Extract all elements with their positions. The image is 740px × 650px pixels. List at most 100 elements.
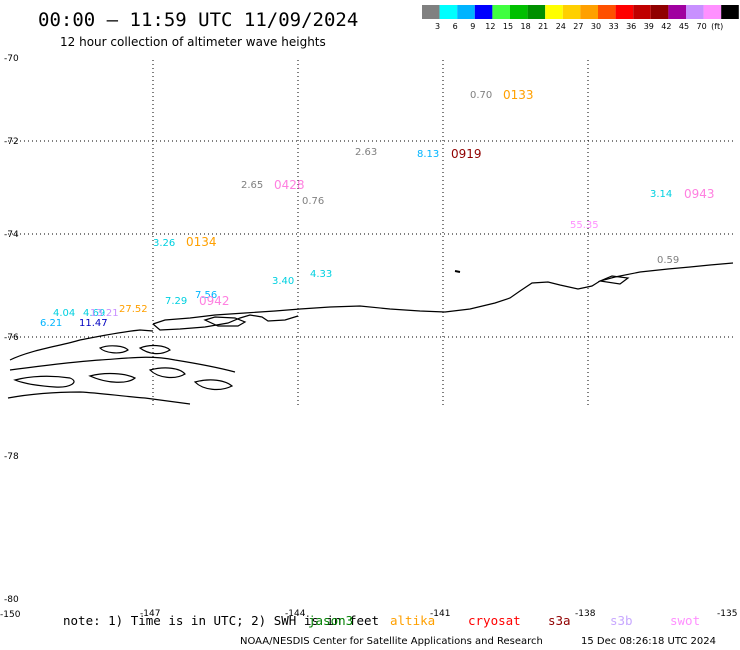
graticule — [8, 60, 733, 407]
island — [138, 344, 171, 355]
colorbar-swatch — [703, 5, 722, 19]
lon-label: -135 — [717, 609, 737, 619]
legend-cryosat: cryosat — [468, 613, 521, 628]
colorbar-tick-label: 12 — [485, 22, 495, 31]
lat-label: -72 — [4, 137, 19, 147]
pass-time: 0919 — [451, 147, 482, 161]
colorbar-tick-label: 70 — [697, 22, 707, 31]
shelf-inlet — [152, 314, 299, 331]
swh-value: 3.14 — [650, 189, 672, 200]
pass-time: 0943 — [684, 187, 715, 201]
lon-label: -141 — [430, 609, 450, 619]
pass-time: 0133 — [503, 88, 534, 102]
credit: NOAA/NESDIS Center for Satellite Applica… — [240, 636, 543, 647]
swh-value: 4.69 — [83, 308, 105, 319]
colorbar-swatch — [668, 5, 686, 19]
colorbar-swatch — [474, 5, 493, 19]
lat-label: -74 — [4, 230, 19, 240]
colorbar-tick-label: 45 — [679, 22, 689, 31]
lat-label: -78 — [4, 452, 19, 462]
legend-altika: altika — [390, 613, 435, 628]
colorbar-swatch — [422, 5, 440, 19]
latitude-labels: -70 -72 -74 -76 -78 -80 — [4, 54, 19, 605]
map-subtitle: 12 hour collection of altimeter wave hei… — [60, 35, 326, 49]
map-title: 00:00 – 11:59 UTC 11/09/2024 — [38, 9, 358, 31]
colorbar-tick-label: 9 — [470, 22, 475, 31]
colorbar-swatch — [615, 5, 634, 19]
colorbar-tick-label: 30 — [591, 22, 601, 31]
coast-west — [9, 329, 154, 361]
small-feature — [454, 270, 461, 273]
colorbar-swatch — [562, 5, 581, 19]
colorbar-swatch — [580, 5, 598, 19]
swh-value: 27.52 — [119, 304, 148, 315]
colorbar-tick-label: 24 — [556, 22, 566, 31]
lon-label: -147 — [140, 609, 160, 619]
colorbar-swatch — [650, 5, 669, 19]
ice-shelf-edge — [152, 262, 734, 325]
swh-value: 4.04 — [53, 308, 75, 319]
colorbar-tick-label: 3 — [435, 22, 440, 31]
lat-label: -70 — [4, 54, 19, 64]
legend-swot: swot — [670, 613, 700, 628]
colorbar-tick-label: 21 — [538, 22, 548, 31]
observations: 0.70 0133 2.63 8.13 0919 2.65 0428 0.76 … — [40, 88, 715, 329]
colorbar-tick-label: 39 — [644, 22, 654, 31]
coast-south — [7, 391, 191, 405]
swh-value: 55.35 — [570, 220, 599, 231]
colorbar-tick-label: 33 — [609, 22, 619, 31]
legend-s3a: s3a — [548, 613, 571, 628]
swh-value: 6.21 — [40, 318, 62, 329]
colorbar-swatch — [439, 5, 458, 19]
lon-label: -144 — [285, 609, 306, 619]
island — [88, 372, 137, 383]
swh-value: 3.40 — [272, 276, 294, 287]
colorbar-swatch — [686, 5, 704, 19]
lon-label: -150 — [0, 610, 21, 620]
footer-note: note: 1) Time is in UTC; 2) SWH is in fe… — [63, 613, 379, 628]
swh-value: 0.76 — [302, 196, 324, 207]
colorbar-swatch — [527, 5, 546, 19]
timestamp: 15 Dec 08:26:18 UTC 2024 — [581, 636, 716, 647]
lon-label: -138 — [575, 609, 596, 619]
colorbar-swatch — [545, 5, 563, 19]
coastline — [7, 262, 734, 405]
swh-value: 7.56 — [195, 290, 217, 301]
colorbar-tick-label: 15 — [503, 22, 513, 31]
colorbar-swatch — [492, 5, 510, 19]
pass-time: 0942 — [199, 294, 230, 308]
lat-label: -80 — [4, 595, 19, 605]
pass-time: 0428 — [274, 178, 305, 192]
island — [597, 275, 630, 285]
lat-label: -76 — [4, 333, 19, 343]
colorbar-tick-label: 36 — [626, 22, 636, 31]
longitude-labels: -150 -147 -144 -141 -138 -135 — [0, 609, 737, 620]
swh-value: 0.59 — [657, 255, 679, 266]
colorbar-swatch — [510, 5, 528, 19]
island — [203, 316, 247, 327]
swh-value: 3.26 — [153, 238, 175, 249]
colorbar-swatch — [598, 5, 616, 19]
island — [13, 375, 75, 388]
colorbar-swatch — [457, 5, 475, 19]
legend-s3b: s3b — [610, 613, 633, 628]
swh-value: 4.33 — [310, 269, 332, 280]
legend-jason3: jason3 — [308, 613, 353, 628]
colorbar-swatch — [633, 5, 651, 19]
wave-height-colorbar: 3 6 9 12 15 18 21 24 27 30 33 36 39 42 45 70 (ft) — [422, 5, 739, 31]
swh-value: 11.47 — [79, 318, 108, 329]
colorbar-swatch — [721, 5, 739, 19]
colorbar-tick-label: 27 — [573, 22, 583, 31]
pass-time: 0134 — [186, 235, 217, 249]
colorbar-tick-label: (ft) — [711, 22, 723, 31]
swh-value: 7.29 — [165, 296, 187, 307]
colorbar-tick-label: 18 — [521, 22, 531, 31]
swh-value: 2.63 — [355, 147, 377, 158]
colorbar-tick-label: 42 — [661, 22, 671, 31]
colorbar-tick-label: 6 — [453, 22, 458, 31]
island — [148, 367, 186, 379]
swh-value: 0.70 — [470, 90, 492, 101]
island — [98, 345, 129, 354]
coast-west-2 — [9, 356, 236, 373]
